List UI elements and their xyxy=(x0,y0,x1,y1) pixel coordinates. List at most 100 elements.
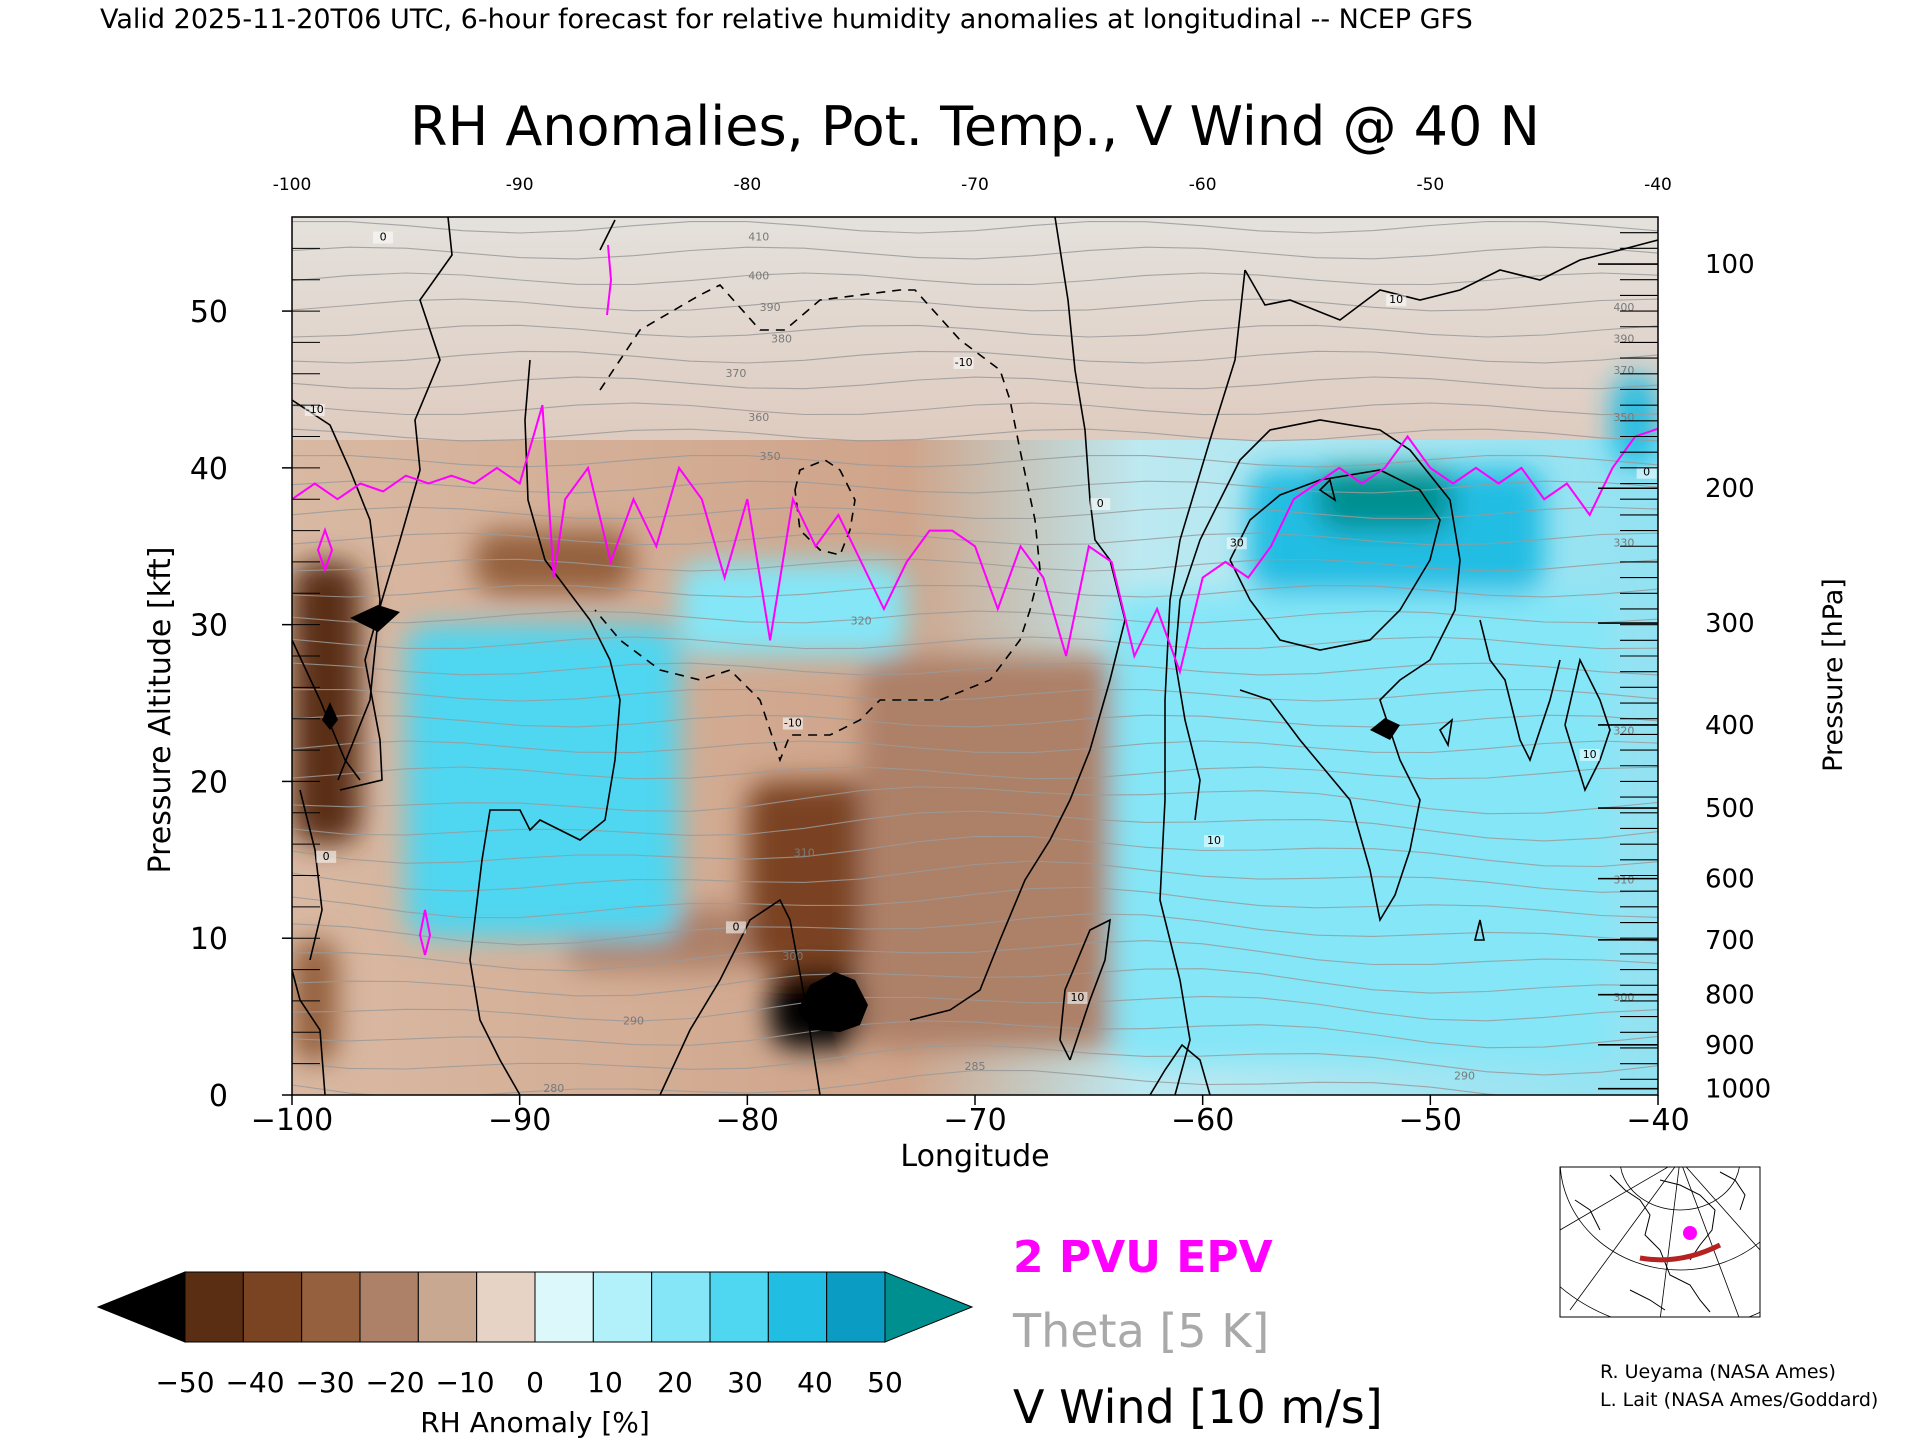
theta-label: 300 xyxy=(1613,991,1634,1004)
locator-map-frame xyxy=(1559,1166,1761,1318)
theta-contour xyxy=(292,610,1658,624)
theta-contour xyxy=(292,740,1658,754)
contour-label-bg xyxy=(725,921,746,934)
colorbar-tick-label: −30 xyxy=(295,1366,354,1399)
theta-contour xyxy=(292,246,1658,260)
y-axis-label: Pressure Altitude [kft] xyxy=(143,547,178,874)
colorbar-segment xyxy=(184,1271,244,1343)
v-wind-contour-label: -10 xyxy=(784,717,802,730)
v-wind-contour xyxy=(292,969,326,1095)
theta-contour xyxy=(292,860,1658,893)
colorbar-segment xyxy=(767,1271,828,1343)
v-wind-contour-label: 10 xyxy=(1389,293,1403,306)
theta-contour xyxy=(292,1069,1502,1095)
pressure-tick-label: 900 xyxy=(1705,1031,1755,1061)
theta-contour xyxy=(292,376,1658,390)
theta-contour xyxy=(292,1044,1658,1076)
theta-contour xyxy=(292,350,1658,364)
v-wind-contour xyxy=(292,639,361,781)
x-axis-label: Longitude xyxy=(900,1139,1049,1174)
x-tick-label: −90 xyxy=(488,1103,551,1138)
contour-label-bg xyxy=(316,850,337,863)
theta-label: 360 xyxy=(748,411,769,424)
epv-line-fragment xyxy=(316,244,613,956)
theta-contour xyxy=(292,786,1658,815)
top-tick-label: -80 xyxy=(733,175,761,195)
anomaly-region xyxy=(1111,593,1613,1064)
theta-label: 310 xyxy=(1613,873,1634,886)
pressure-tick-label: 700 xyxy=(1705,926,1755,956)
contour-label-bg xyxy=(304,403,325,416)
map-graticule xyxy=(1685,1167,1760,1251)
v-wind-contour xyxy=(469,359,621,1095)
contour-label-bg xyxy=(1636,466,1657,479)
contour-label-bg xyxy=(953,356,974,369)
theta-contour xyxy=(292,886,1658,919)
cold-anomaly-spot xyxy=(1370,718,1400,740)
theta-label: 390 xyxy=(760,301,781,314)
colorbar-label: RH Anomaly [%] xyxy=(420,1406,650,1439)
theta-contour xyxy=(292,428,1658,442)
v-wind-contour xyxy=(1564,657,1611,793)
colorbar-tick-label: −50 xyxy=(155,1366,214,1399)
v-wind-contour-label: 0 xyxy=(323,850,330,863)
colorbar-high-arrow xyxy=(884,1271,974,1343)
pressure-tick-label: 600 xyxy=(1705,865,1755,895)
top-tick-label: -40 xyxy=(1644,175,1672,195)
theta-contour xyxy=(292,995,1658,1022)
colorbar-segment xyxy=(359,1271,419,1343)
contour-label-bg xyxy=(373,231,394,244)
theta-label: 400 xyxy=(748,270,769,283)
cross-section-track xyxy=(1639,1242,1722,1263)
anomaly-region xyxy=(679,561,907,656)
theta-contour xyxy=(292,454,1658,468)
valid-time-header: Valid 2025-11-20T06 UTC, 6-hour forecast… xyxy=(100,4,1473,35)
v-wind-contour xyxy=(1174,419,1461,923)
plot-area: 4104003903803703603503203103002902852804… xyxy=(291,216,1659,1096)
cold-anomaly-spot xyxy=(322,702,338,730)
theta-contour xyxy=(292,766,1658,780)
v-wind-contour-dashed xyxy=(794,459,856,556)
theta-label: 380 xyxy=(771,332,792,345)
v-wind-contour xyxy=(299,789,323,961)
contour-label-bg xyxy=(782,717,803,730)
v-wind-contour xyxy=(1244,239,1658,321)
top-tick-label: -50 xyxy=(1416,175,1444,195)
theta-contour xyxy=(292,272,1658,286)
x-tick-label: −70 xyxy=(943,1103,1006,1138)
legend-epv: 2 PVU EPV xyxy=(1013,1232,1273,1283)
v-wind-contour-label: 10 xyxy=(1070,991,1084,1004)
theta-label: 290 xyxy=(623,1014,644,1027)
legend-vwind: V Wind [10 m/s] xyxy=(1013,1380,1383,1434)
colorbar-tick-label: 50 xyxy=(867,1366,903,1399)
cold-anomaly-spot xyxy=(798,972,868,1032)
colorbar-segment xyxy=(534,1271,594,1343)
theta-label: 400 xyxy=(1613,301,1634,314)
pressure-tick-label: 800 xyxy=(1705,981,1755,1011)
theta-contour xyxy=(292,968,1658,997)
y2-axis-label: Pressure [hPa] xyxy=(1818,578,1849,772)
colorbar-segment xyxy=(651,1271,711,1343)
contour-label-bg xyxy=(1386,294,1407,307)
colorbar-segment xyxy=(592,1271,653,1343)
axes: −100-100−90-90−80-80−70-70−60-60−50-50−4… xyxy=(190,175,1771,1138)
theta-contour xyxy=(292,714,1658,728)
v-wind-contour-label: 0 xyxy=(1643,466,1650,479)
x-tick-label: −60 xyxy=(1171,1103,1234,1138)
theta-contour xyxy=(292,506,1658,520)
v-wind-contour-labels: 0 -10 -10 -10 0 10 30 10 10 10 0 0 0 xyxy=(304,231,1657,1004)
map-graticule xyxy=(1659,1167,1680,1317)
legend-theta: Theta [5 K] xyxy=(1012,1304,1269,1358)
v-wind-contour-dashed xyxy=(594,284,1041,763)
v-wind-contour xyxy=(1479,619,1561,763)
v-wind-contour-label: 0 xyxy=(380,231,387,244)
v-wind-contour xyxy=(292,399,381,781)
v-wind-contour-label: 0 xyxy=(732,920,739,933)
x-tick-label: −50 xyxy=(1399,1103,1462,1138)
v-wind-contour-label: 10 xyxy=(1207,834,1221,847)
theta-label: 370 xyxy=(725,367,746,380)
contour-label-bg xyxy=(1226,537,1247,550)
v-wind-contour xyxy=(1318,478,1337,502)
top-tick-label: -70 xyxy=(961,175,989,195)
